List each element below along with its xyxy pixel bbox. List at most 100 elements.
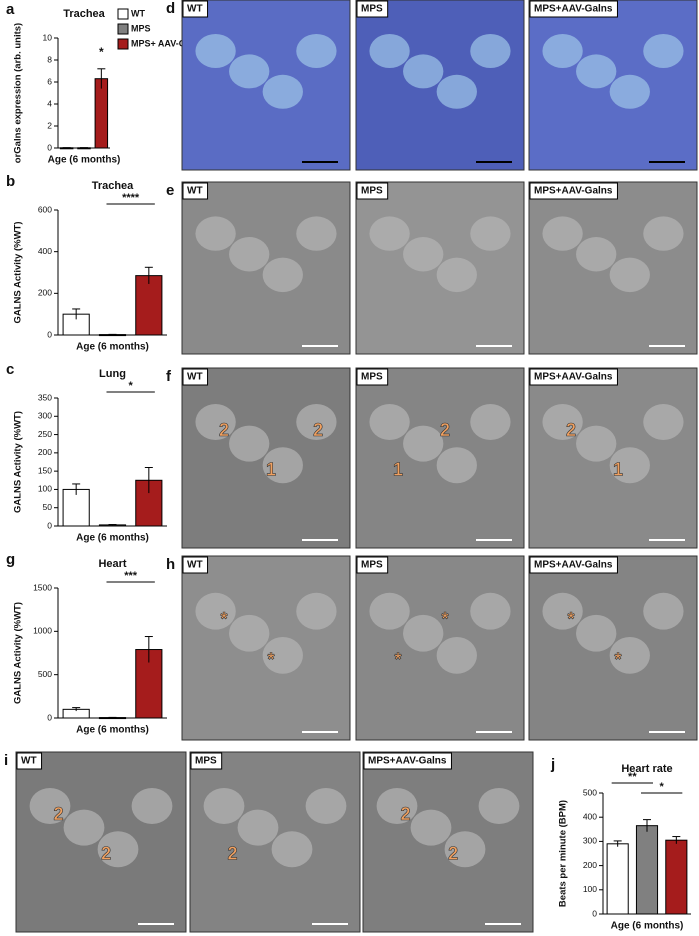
image-label: MPS <box>361 4 383 15</box>
micrograph-texture <box>542 216 583 251</box>
micrograph-texture <box>229 614 270 652</box>
y-tick-label: 2 <box>47 120 52 130</box>
micrograph-texture <box>403 614 444 652</box>
micrograph-texture <box>97 831 139 868</box>
image-label-box <box>529 368 618 386</box>
y-tick-label: 350 <box>38 392 52 402</box>
image-annotation: 2 <box>227 843 237 863</box>
bar <box>62 488 90 527</box>
image-label-box <box>356 182 389 200</box>
legend-swatch <box>117 23 129 35</box>
y-tick-label: 200 <box>583 860 597 870</box>
micrograph-texture <box>542 34 583 68</box>
legend-label: MPS+ AAV-Galns <box>131 38 204 48</box>
image-label: WT <box>187 4 203 15</box>
micrograph-texture <box>470 34 511 68</box>
micrograph-texture <box>229 425 270 462</box>
image-annotation: * <box>394 650 401 670</box>
image-label-box <box>182 0 209 18</box>
y-axis-label: GALNS Activity (%WT) <box>13 221 24 323</box>
image-label-box <box>356 556 389 574</box>
micrograph-texture <box>296 216 337 251</box>
micrograph-texture <box>436 447 477 484</box>
image-annotation: * <box>442 609 449 629</box>
legend-swatch <box>117 8 129 20</box>
image-annotation: 2 <box>53 804 63 824</box>
micrograph-texture <box>195 34 236 68</box>
y-tick-label: 0 <box>592 908 597 918</box>
image-annotation: 2 <box>101 843 111 863</box>
micrograph-texture <box>643 404 684 440</box>
micrograph-texture <box>609 636 650 674</box>
micrograph-texture <box>203 788 245 824</box>
y-tick-label: 300 <box>38 411 52 421</box>
image-label: MPS <box>361 560 383 571</box>
y-tick-label: 6 <box>47 76 52 86</box>
bar <box>606 843 629 915</box>
legend-swatch <box>117 38 129 50</box>
micrograph-texture <box>436 636 477 674</box>
y-tick-label: 500 <box>583 787 597 797</box>
legend-label: WT <box>131 8 145 18</box>
image-annotation: * <box>615 650 622 670</box>
chart-title: Trachea <box>92 180 134 192</box>
micrograph-texture <box>643 592 684 630</box>
micrograph-texture <box>470 216 511 251</box>
micrograph-texture <box>643 216 684 251</box>
micrograph-texture <box>305 788 347 824</box>
panel-letter: i <box>4 752 8 769</box>
image-annotation: 1 <box>613 459 623 479</box>
y-tick-label: 0 <box>47 329 52 339</box>
micrograph-texture <box>195 404 236 440</box>
y-tick-label: 600 <box>38 204 52 214</box>
image-annotation: 2 <box>566 420 576 440</box>
micrograph-texture <box>542 404 583 440</box>
y-axis-label: GALNS Activity (%WT) <box>13 411 24 513</box>
image-label: WT <box>187 560 203 571</box>
micrograph-texture <box>403 54 444 89</box>
significance: * <box>129 380 134 392</box>
image-annotation: * <box>220 609 227 629</box>
image-label: WT <box>187 186 203 197</box>
x-axis-label: Age (6 months) <box>48 155 121 166</box>
bar <box>94 78 109 149</box>
micrograph-texture <box>609 257 650 293</box>
chart-title: Heart rate <box>621 763 672 775</box>
y-tick-label: 0 <box>47 712 52 722</box>
micrograph-texture <box>271 831 313 868</box>
x-axis-label: Age (6 months) <box>76 342 149 353</box>
panel-letter: f <box>166 368 172 385</box>
image-annotation: * <box>567 609 574 629</box>
y-axis-label: Beats per minute (BPM) <box>558 800 569 907</box>
image-label-box <box>356 0 389 18</box>
significance: ** <box>628 771 637 783</box>
y-axis-label: orGalns expression (arb. units) <box>13 23 24 163</box>
y-axis-label: GALNS Activity (%WT) <box>13 602 24 704</box>
y-tick-label: 1500 <box>33 582 52 592</box>
y-tick-label: 100 <box>583 884 597 894</box>
y-tick-label: 100 <box>38 484 52 494</box>
image-label-box <box>529 182 618 200</box>
significance: *** <box>124 570 138 582</box>
micrograph-texture <box>369 34 410 68</box>
image-label: MPS+AAV-Galns <box>534 372 613 383</box>
micrograph-texture <box>403 237 444 272</box>
image-label: WT <box>21 756 37 767</box>
panel-letter: a <box>6 1 15 18</box>
micrograph-texture <box>478 788 520 824</box>
image-label: MPS+AAV-Galns <box>534 186 613 197</box>
bar <box>635 825 659 915</box>
y-tick-label: 400 <box>583 811 597 821</box>
chart-title: Heart <box>98 558 126 570</box>
image-annotation: 2 <box>219 420 229 440</box>
micrograph-texture <box>262 636 303 674</box>
micrograph-texture <box>63 809 105 846</box>
micrograph-texture <box>470 592 511 630</box>
image-label-box <box>356 368 389 386</box>
chart-title: Lung <box>99 368 126 380</box>
panel-letter: h <box>166 556 175 573</box>
image-annotation: 2 <box>400 804 410 824</box>
y-tick-label: 200 <box>38 447 52 457</box>
panel-letter: b <box>6 173 15 190</box>
